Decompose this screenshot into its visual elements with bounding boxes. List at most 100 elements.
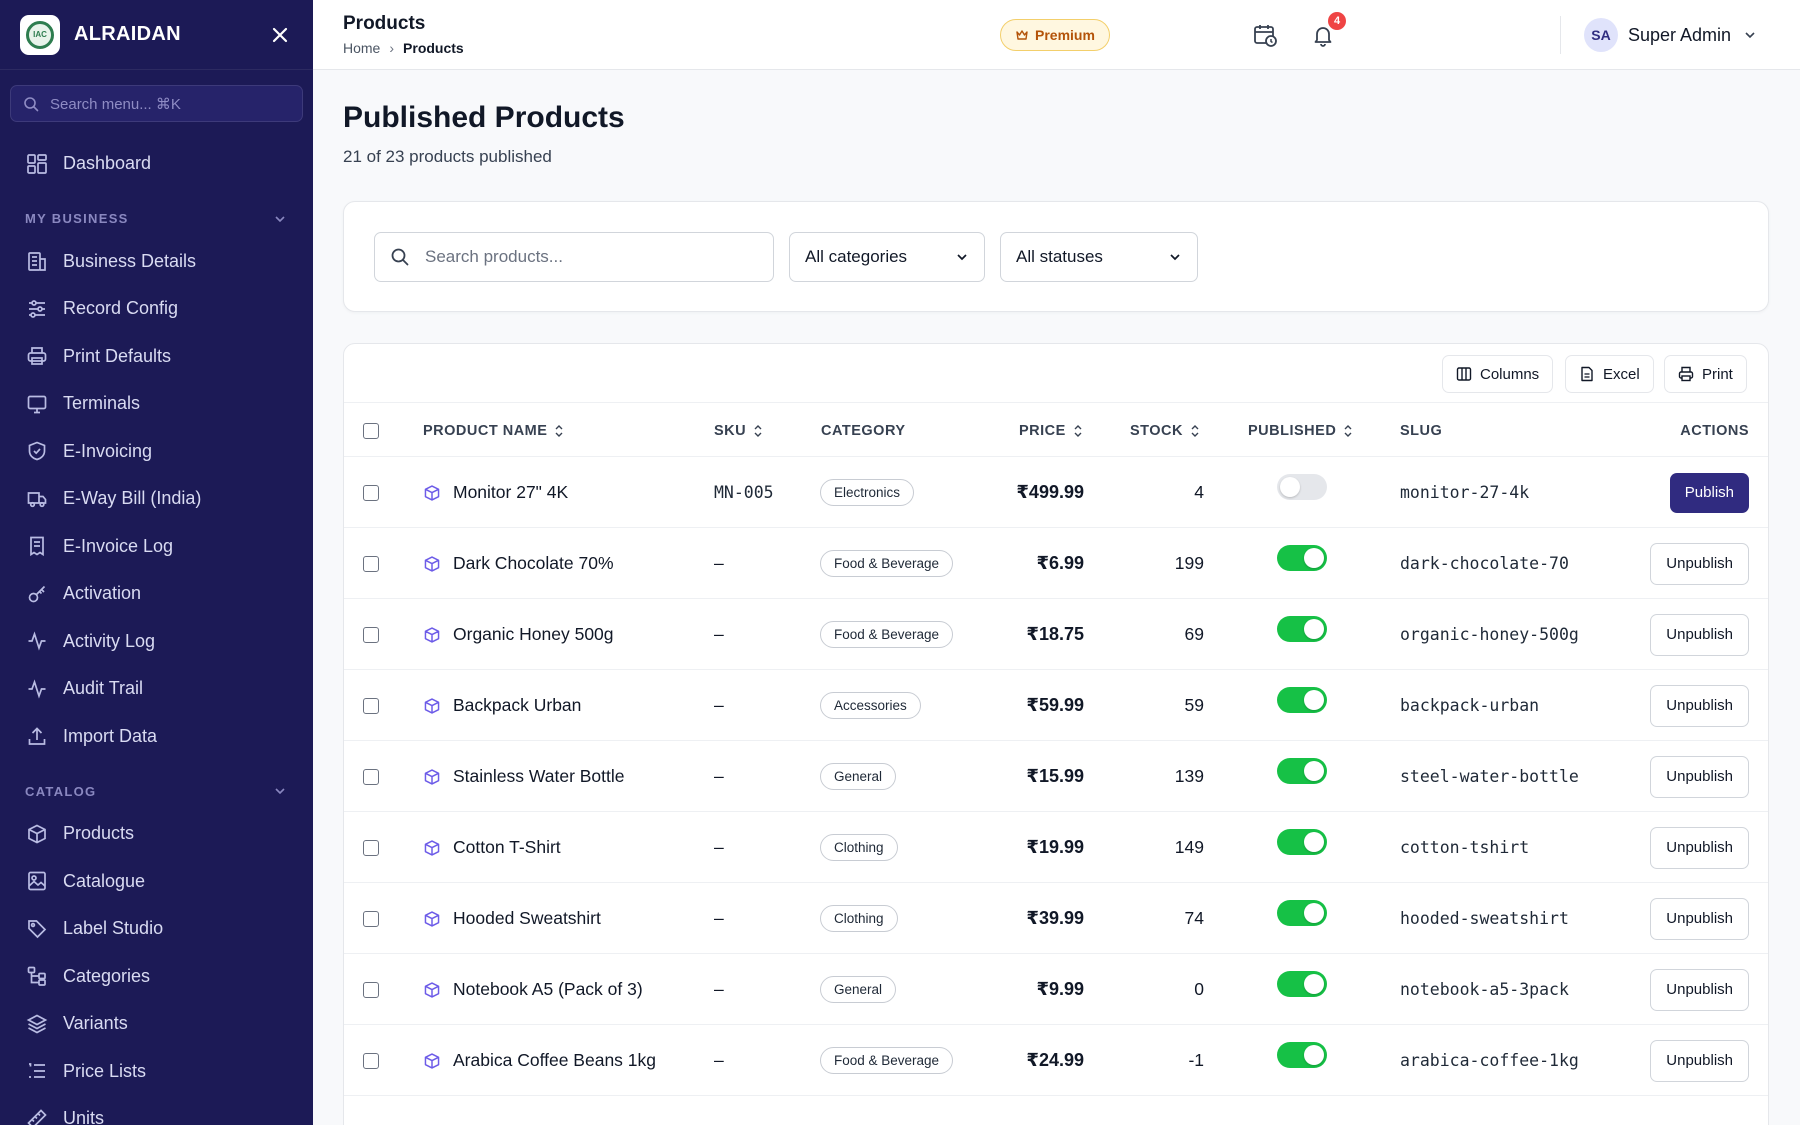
product-name-cell: Notebook A5 (Pack of 3) xyxy=(423,954,643,1025)
row-checkbox[interactable] xyxy=(363,768,379,785)
publish-button[interactable]: Publish xyxy=(1669,472,1749,513)
published-toggle[interactable] xyxy=(1277,545,1327,571)
unpublish-button[interactable]: Unpublish xyxy=(1650,755,1749,798)
product-search-input[interactable]: Search products... xyxy=(374,232,774,282)
product-name[interactable]: Monitor 27" 4K xyxy=(453,482,569,502)
published-cell xyxy=(1277,1025,1327,1096)
sidebar-item-units[interactable]: Units xyxy=(0,1095,313,1125)
sidebar-item-e-way-bill-india[interactable]: E-Way Bill (India) xyxy=(0,475,313,523)
product-name[interactable]: Hooded Sweatshirt xyxy=(453,908,601,928)
products-table-card: Columns Excel Print PRODUCT NAME SKU CAT… xyxy=(343,343,1769,1125)
unpublish-button[interactable]: Unpublish xyxy=(1650,826,1749,869)
status-select[interactable]: All statuses xyxy=(1000,232,1198,282)
unpublish-button[interactable]: Unpublish xyxy=(1650,968,1749,1011)
header-published[interactable]: PUBLISHED xyxy=(1248,403,1353,458)
unpublish-button[interactable]: Unpublish xyxy=(1650,542,1749,585)
sidebar-item-catalogue[interactable]: Catalogue xyxy=(0,858,313,906)
sidebar-item-products[interactable]: Products xyxy=(0,810,313,858)
published-toggle[interactable] xyxy=(1277,1042,1327,1068)
header-price[interactable]: PRICE xyxy=(1019,403,1083,458)
toggle-knob xyxy=(1304,548,1324,568)
published-toggle[interactable] xyxy=(1277,687,1327,713)
sidebar-item-dashboard[interactable]: Dashboard xyxy=(0,140,313,188)
sidebar-item-business-details[interactable]: Business Details xyxy=(0,238,313,286)
user-menu[interactable]: SA Super Admin xyxy=(1584,16,1757,54)
product-name[interactable]: Stainless Water Bottle xyxy=(453,766,625,786)
product-name[interactable]: Arabica Coffee Beans 1kg xyxy=(453,1050,657,1070)
table-row: Dark Chocolate 70% – Food & Beverage ₹6.99 1… xyxy=(344,528,1768,599)
unpublish-button[interactable]: Unpublish xyxy=(1650,613,1749,656)
sidebar-item-label: E-Invoice Log xyxy=(63,535,174,556)
sidebar-item-terminals[interactable]: Terminals xyxy=(0,380,313,428)
sidebar-item-categories[interactable]: Categories xyxy=(0,953,313,1001)
category-cell: Clothing xyxy=(820,883,898,954)
row-checkbox[interactable] xyxy=(363,839,379,856)
product-name-cell: Cotton T-Shirt xyxy=(423,812,561,883)
actions-cell: Unpublish xyxy=(1650,954,1749,1025)
layers-icon xyxy=(26,1014,48,1034)
sidebar-item-activity-log[interactable]: Activity Log xyxy=(0,618,313,666)
published-toggle[interactable] xyxy=(1277,900,1327,926)
unpublish-button[interactable]: Unpublish xyxy=(1650,1039,1749,1082)
sidebar-item-print-defaults[interactable]: Print Defaults xyxy=(0,333,313,381)
sidebar-item-import-data[interactable]: Import Data xyxy=(0,713,313,761)
toggle-knob xyxy=(1304,619,1324,639)
bell-icon xyxy=(1314,27,1332,47)
premium-badge[interactable]: Premium xyxy=(1000,19,1110,51)
schedule-button[interactable] xyxy=(1250,20,1280,50)
sidebar-item-e-invoicing[interactable]: E-Invoicing xyxy=(0,428,313,476)
row-checkbox[interactable] xyxy=(363,910,379,927)
row-checkbox[interactable] xyxy=(363,555,379,572)
sidebar-item-label-studio[interactable]: Label Studio xyxy=(0,905,313,953)
row-checkbox[interactable] xyxy=(363,484,379,501)
product-name[interactable]: Cotton T-Shirt xyxy=(453,837,561,857)
row-checkbox[interactable] xyxy=(363,1052,379,1069)
sidebar-item-audit-trail[interactable]: Audit Trail xyxy=(0,665,313,713)
category-select[interactable]: All categories xyxy=(789,232,985,282)
header-product-name[interactable]: PRODUCT NAME xyxy=(423,403,564,458)
sidebar-item-e-invoice-log[interactable]: E-Invoice Log xyxy=(0,523,313,571)
published-toggle[interactable] xyxy=(1277,616,1327,642)
chevron-down-icon xyxy=(275,215,285,222)
actions-cell: Unpublish xyxy=(1650,528,1749,599)
product-name[interactable]: Organic Honey 500g xyxy=(453,624,614,644)
published-toggle[interactable] xyxy=(1277,971,1327,997)
product-name[interactable]: Dark Chocolate 70% xyxy=(453,553,614,573)
category-badge: General xyxy=(820,976,897,1003)
published-toggle[interactable] xyxy=(1277,829,1327,855)
category-cell: Electronics xyxy=(820,457,915,528)
sidebar-item-price-lists[interactable]: Price Lists xyxy=(0,1048,313,1096)
row-checkbox[interactable] xyxy=(363,697,379,714)
sidebar-item-activation[interactable]: Activation xyxy=(0,570,313,618)
sidebar-item-label: E-Way Bill (India) xyxy=(63,488,202,509)
published-toggle[interactable] xyxy=(1277,474,1327,500)
sidebar-item-label: E-Invoicing xyxy=(63,440,153,461)
unpublish-button[interactable]: Unpublish xyxy=(1650,684,1749,727)
price-cell: ₹24.99 xyxy=(1026,1050,1084,1070)
actions-cell: Publish xyxy=(1669,457,1749,528)
published-toggle[interactable] xyxy=(1277,758,1327,784)
sidebar-section-my-business[interactable]: MY BUSINESS xyxy=(0,200,313,238)
sidebar-search-input[interactable]: Search menu... ⌘K xyxy=(10,85,303,122)
price-cell: ₹18.75 xyxy=(1026,624,1084,644)
print-button[interactable]: Print xyxy=(1664,355,1747,393)
product-name[interactable]: Notebook A5 (Pack of 3) xyxy=(453,979,643,999)
breadcrumb-home[interactable]: Home xyxy=(343,40,381,56)
row-checkbox[interactable] xyxy=(363,981,379,998)
row-checkbox[interactable] xyxy=(363,626,379,643)
excel-export-button[interactable]: Excel xyxy=(1565,355,1654,393)
select-all-checkbox[interactable] xyxy=(363,422,379,439)
category-cell: Food & Beverage xyxy=(820,599,954,670)
notifications-button[interactable]: 4 xyxy=(1308,12,1346,50)
header-sku[interactable]: SKU xyxy=(714,403,763,458)
close-sidebar-button[interactable] xyxy=(267,22,293,48)
unpublish-button[interactable]: Unpublish xyxy=(1650,897,1749,940)
header-stock[interactable]: STOCK xyxy=(1130,403,1200,458)
columns-button[interactable]: Columns xyxy=(1442,355,1554,393)
product-name[interactable]: Backpack Urban xyxy=(453,695,582,715)
sidebar-item-variants[interactable]: Variants xyxy=(0,1000,313,1048)
premium-label: Premium xyxy=(1035,27,1095,43)
published-cell xyxy=(1277,457,1327,528)
sidebar-section-catalog[interactable]: CATALOG xyxy=(0,772,313,810)
sidebar-item-record-config[interactable]: Record Config xyxy=(0,285,313,333)
